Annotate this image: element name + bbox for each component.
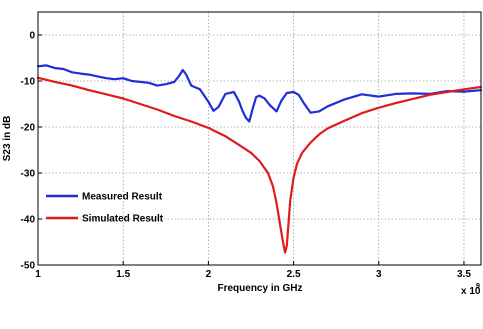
y-tick-label: -30: [21, 169, 36, 180]
x-tick-label: 2.5: [287, 269, 301, 280]
x-tick-label: 2: [206, 269, 212, 280]
x-tick-label: 3.5: [457, 269, 471, 280]
tick-labels: 1 1.5 2 2.5 3 3.5 0 -10 -20 -30 -40 -50: [21, 31, 472, 281]
x-tick-label: 1: [35, 269, 41, 280]
legend-label-measured: Measured Result: [82, 192, 163, 203]
y-tick-label: -20: [21, 123, 36, 134]
plot-frame: [37, 11, 482, 266]
grid: [38, 12, 481, 265]
x-axis-label: Frequency in GHz: [217, 283, 302, 294]
x-axis-multiplier: x 10: [461, 286, 481, 297]
y-tick-label: -50: [21, 261, 36, 272]
legend: Measured Result Simulated Result: [46, 192, 164, 225]
x-tick-label: 3: [376, 269, 382, 280]
series-layer: [36, 64, 483, 254]
y-tick-label: -10: [21, 77, 36, 88]
x-axis-multiplier-exponent: 9: [476, 283, 480, 290]
y-tick-label: -40: [21, 215, 36, 226]
y-tick-label: 0: [29, 31, 35, 42]
series-line-measured: [36, 64, 483, 123]
x-tick-label: 1.5: [116, 269, 130, 280]
series-line-simulated: [36, 76, 483, 254]
y-axis-label: S23 in dB: [2, 116, 13, 162]
legend-label-simulated: Simulated Result: [82, 214, 164, 225]
